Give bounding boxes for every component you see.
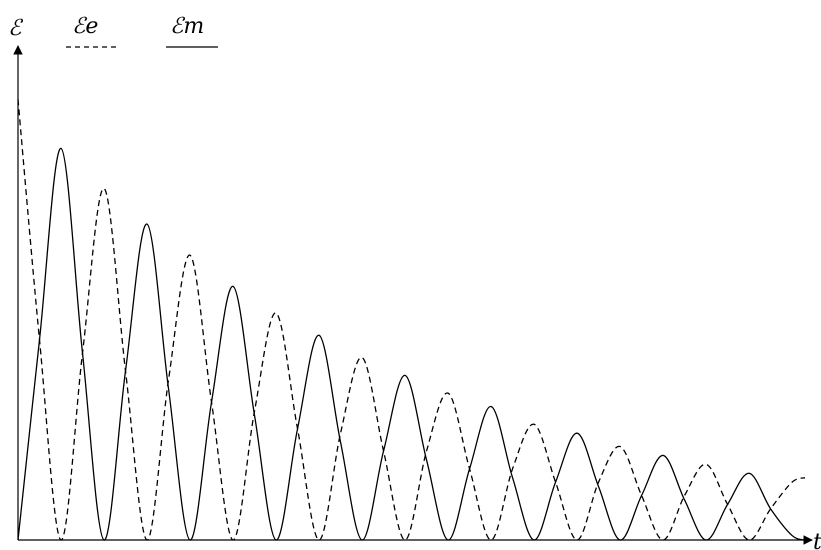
x-axis-label: t (813, 530, 821, 550)
legend-label-m: ℰm (170, 14, 204, 39)
series-magnetic-energy-line (17, 147, 806, 541)
legend: ℰe ℰm (66, 14, 218, 48)
y-axis-label: ℰ (8, 16, 24, 41)
series-electric-energy-line (17, 99, 806, 541)
legend-label-e: ℰe (72, 14, 98, 39)
series-layer (17, 99, 806, 541)
